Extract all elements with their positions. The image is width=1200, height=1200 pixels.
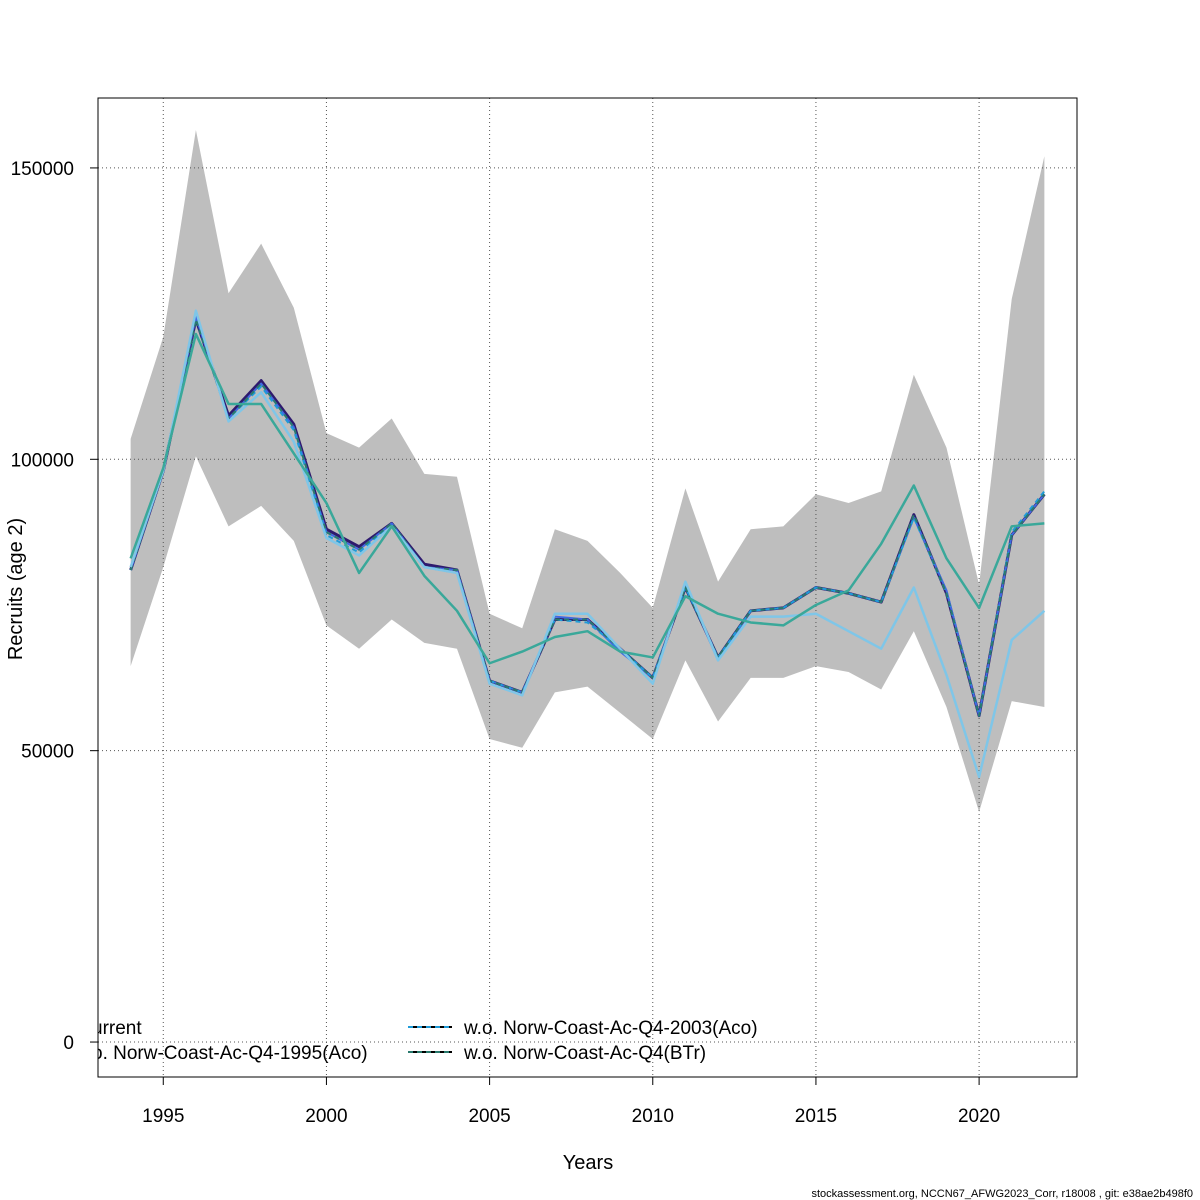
- legend-label: w.o. Norw-Coast-Ac-Q4(BTr): [463, 1043, 706, 1064]
- legend-item-2: w.o. Norw-Coast-Ac-Q4-2003(Aco): [408, 1018, 758, 1039]
- y-tick-label: 150000: [11, 159, 74, 180]
- legend-label: o. Norw-Coast-Ac-Q4-1995(Aco): [92, 1043, 368, 1064]
- legend-item-0: urrent: [92, 1018, 142, 1039]
- legend-item-1: o. Norw-Coast-Ac-Q4-1995(Aco): [92, 1043, 368, 1064]
- legend-label: w.o. Norw-Coast-Ac-Q4-2003(Aco): [463, 1018, 758, 1039]
- plot-frame: [97, 97, 1078, 1078]
- series-line-4: [129, 309, 1046, 779]
- legend: urrent o. Norw-Coast-Ac-Q4-1995(Aco) w.o. …: [92, 1018, 758, 1064]
- x-tick-label: 1995: [142, 1106, 184, 1127]
- series-line-5: [129, 332, 1045, 665]
- y-tick-label: 50000: [21, 742, 74, 763]
- series-layer: [129, 309, 1046, 779]
- confidence-band: [130, 130, 1045, 812]
- footer-text: stockassessment.org, NCCN67_AFWG2023_Cor…: [811, 1188, 1193, 1200]
- x-axis: 1995 2000 2005 2010 2015 2020: [142, 1077, 1000, 1127]
- y-tick-label: 0: [63, 1033, 74, 1054]
- x-tick-label: 2005: [468, 1106, 510, 1127]
- y-tick-label: 100000: [11, 450, 74, 471]
- legend-item-3: w.o. Norw-Coast-Ac-Q4(BTr): [408, 1043, 706, 1064]
- series-line-2: [129, 318, 1046, 717]
- confidence-band-layer: [130, 130, 1045, 812]
- legend-label: urrent: [92, 1018, 142, 1039]
- x-axis-title: Years: [563, 1152, 613, 1174]
- y-axis-title: Recruits (age 2): [5, 518, 27, 660]
- x-tick-label: 2010: [632, 1106, 674, 1127]
- x-tick-label: 2000: [305, 1106, 347, 1127]
- x-tick-label: 2020: [958, 1106, 1000, 1127]
- y-axis: 0 50000 100000 150000: [11, 159, 98, 1054]
- x-tick-label: 2015: [795, 1106, 837, 1127]
